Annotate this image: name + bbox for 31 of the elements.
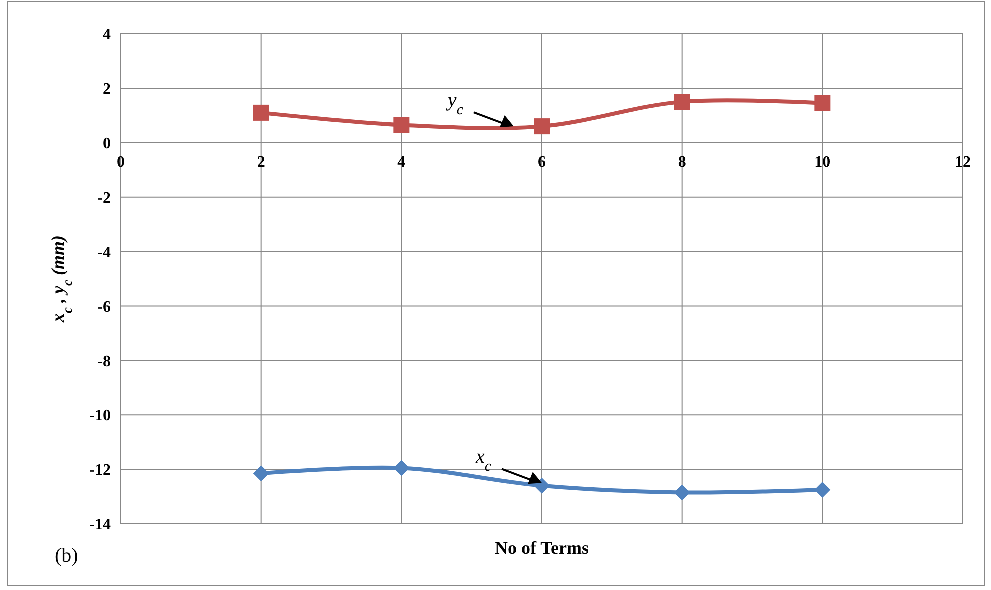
y-tick-label: -2 xyxy=(98,190,111,207)
x-tick-label: 8 xyxy=(678,154,686,171)
y-tick-label: 4 xyxy=(103,26,111,44)
x-axis-title: No of Terms xyxy=(495,538,589,558)
y-tick-label: 2 xyxy=(103,81,111,98)
x-tick-label: 4 xyxy=(398,154,406,171)
annotation: y$_{c}$ xyxy=(446,90,464,119)
point xyxy=(674,94,690,110)
point xyxy=(814,95,831,112)
y-tick-label: 0 xyxy=(103,135,111,152)
x-tick-label: 2 xyxy=(257,154,266,171)
point xyxy=(394,460,410,476)
y-tick-label: -12 xyxy=(90,462,111,480)
point xyxy=(674,484,690,501)
x-tick-label: 10 xyxy=(814,154,831,171)
point xyxy=(534,478,550,494)
point xyxy=(253,104,270,121)
y-tick-label: -8 xyxy=(98,353,111,370)
y-tick-label: -4 xyxy=(98,244,111,262)
point xyxy=(814,482,831,498)
point xyxy=(394,117,410,134)
y-tick-label: -6 xyxy=(98,298,111,316)
annotation: x$_{c}$ xyxy=(475,446,492,476)
x-tick-label: 12 xyxy=(955,154,971,171)
x-tick-label: 0 xyxy=(117,154,125,171)
y-tick-label: -14 xyxy=(90,516,111,534)
point xyxy=(534,118,550,135)
text: (b) xyxy=(55,545,78,567)
point xyxy=(253,466,270,482)
x-tick-label: 6 xyxy=(538,154,546,171)
y-tick-label: -10 xyxy=(90,408,111,425)
